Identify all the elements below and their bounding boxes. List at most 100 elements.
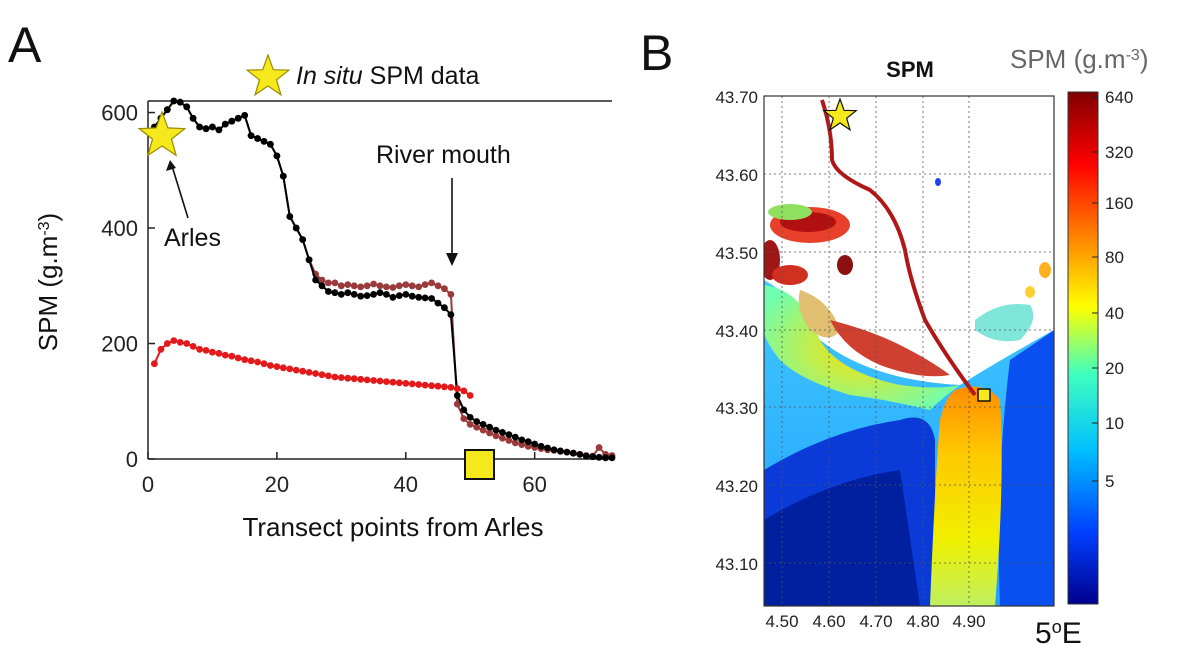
x-tick-label: 60 [522,472,546,497]
data-point [370,291,377,298]
data-point [395,282,403,290]
data-point [273,152,281,160]
data-point [305,256,313,264]
colorbar-title: SPM (g.m-3) [1010,44,1148,74]
data-point [286,365,294,373]
y-ticks: 0 200 400 600 [101,101,155,472]
arles-arrow-line [171,165,189,219]
in-situ-star-icon [245,53,291,97]
data-point [350,375,358,383]
data-point [582,452,590,460]
data-point [402,380,410,387]
data-point [447,311,455,318]
data-point [337,374,345,381]
data-point [305,369,313,376]
lat-tick-label: 43.10 [715,555,758,574]
data-point [350,291,358,298]
data-point [511,439,519,447]
data-point [524,438,532,446]
data-point [170,97,178,105]
data-point [383,291,390,298]
data-point [363,292,371,299]
data-point [434,282,442,290]
data-point [331,289,339,297]
data-point [273,363,281,370]
data-point [589,453,597,461]
data-point [389,293,397,301]
data-point [602,454,609,462]
data-point [267,362,274,369]
data-point [518,436,526,444]
data-point [228,117,236,125]
map-title: SPM [886,57,934,82]
data-point [466,392,474,399]
data-point [196,345,204,353]
data-point [234,354,242,362]
x-ticks: 0 20 40 60 [142,452,547,497]
data-point [434,382,442,390]
data-point [544,444,551,452]
data-point [473,418,481,425]
lon-tick-label: 4.50 [765,612,798,631]
data-point [221,351,229,359]
data-point [569,449,577,457]
data-point [202,125,210,133]
data-point [176,339,184,346]
data-point [279,172,287,180]
data-point [376,377,384,385]
data-point [389,284,397,291]
data-point [499,434,506,442]
x-axis-label: Transect points from Arles [242,512,543,542]
map-grid [764,96,1054,606]
data-point [453,400,461,408]
arles-arrow-head [166,160,176,171]
x-tick-label: 40 [394,472,418,497]
colorbar-tick-label: 5 [1105,472,1114,491]
panel-a-letter: A [8,17,42,73]
data-point [479,426,487,434]
data-point [447,384,455,391]
data-point [318,276,326,284]
data-point [460,406,468,414]
lat-tick-label: 43.30 [715,399,758,418]
data-point [395,292,403,299]
data-point [357,283,365,291]
data-point [279,364,287,372]
data-point [408,292,416,300]
colorbar-tick-label: 320 [1105,143,1133,162]
data-point [337,282,345,290]
data-point [376,282,384,290]
data-point [402,291,410,298]
y-tick-label: 400 [101,216,138,241]
legend-label: In situ SPM data [296,62,480,90]
data-point [163,340,171,347]
data-point [344,289,352,297]
data-point [518,441,526,448]
colorbar [1067,91,1099,605]
data-point [505,431,513,439]
data-point [331,373,339,381]
data-point [318,371,326,379]
data-point [531,440,539,448]
data-point [460,387,468,395]
map-star-icon [822,97,858,132]
data-point [254,358,261,366]
data-point [247,357,255,365]
data-point [176,98,184,106]
data-point [215,126,223,134]
data-point [189,343,197,350]
lat-ticks: 43.70 43.60 43.50 43.40 43.30 43.20 43.10 [715,88,758,574]
y-tick-label: 600 [101,101,138,126]
data-point [415,293,423,301]
data-point [196,123,204,131]
data-point [421,381,429,389]
y-tick-label: 200 [101,332,138,357]
data-point [202,347,210,354]
data-point [447,291,455,298]
data-point [383,283,390,291]
data-point [415,283,423,291]
data-point [292,366,300,374]
data-point [428,295,435,302]
data-point [441,383,448,391]
